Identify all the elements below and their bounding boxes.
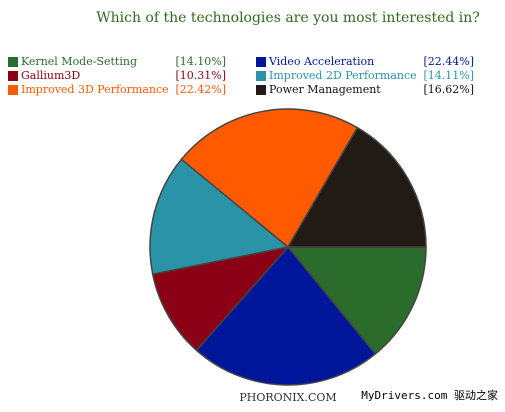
legend-label: Power Management bbox=[269, 83, 381, 96]
legend-swatch bbox=[256, 71, 266, 81]
legend-value: [10.31%] bbox=[175, 69, 226, 82]
legend-value: [14.11%] bbox=[423, 69, 474, 82]
legend-value: [14.10%] bbox=[175, 55, 226, 68]
legend-label: Improved 2D Performance bbox=[269, 69, 417, 82]
legend-label: Improved 3D Performance bbox=[21, 83, 169, 96]
legend-value: [16.62%] bbox=[423, 83, 474, 96]
watermark: MyDrivers.com 驱动之家 bbox=[361, 388, 498, 402]
legend-swatch bbox=[256, 85, 266, 95]
pie-slice bbox=[195, 245, 377, 386]
legend-label: Kernel Mode-Setting bbox=[21, 55, 137, 68]
legend-swatch bbox=[8, 85, 18, 95]
chart-title: Which of the technologies are you most i… bbox=[96, 10, 480, 26]
legend-swatch bbox=[8, 57, 18, 67]
pie-slice bbox=[149, 158, 290, 276]
pie-slice bbox=[286, 126, 427, 248]
pie-slice bbox=[151, 245, 291, 352]
legend-swatch bbox=[8, 71, 18, 81]
pie-slice bbox=[286, 246, 427, 355]
pie-slice bbox=[180, 108, 359, 249]
legend-label: Video Acceleration bbox=[268, 55, 374, 68]
legend-value: [22.44%] bbox=[423, 55, 474, 68]
legend-value: [22.42%] bbox=[175, 83, 226, 96]
source: PHORONIX.COM bbox=[239, 391, 336, 404]
legend-label: Gallium3D bbox=[21, 69, 80, 82]
legend-swatch bbox=[256, 57, 266, 67]
